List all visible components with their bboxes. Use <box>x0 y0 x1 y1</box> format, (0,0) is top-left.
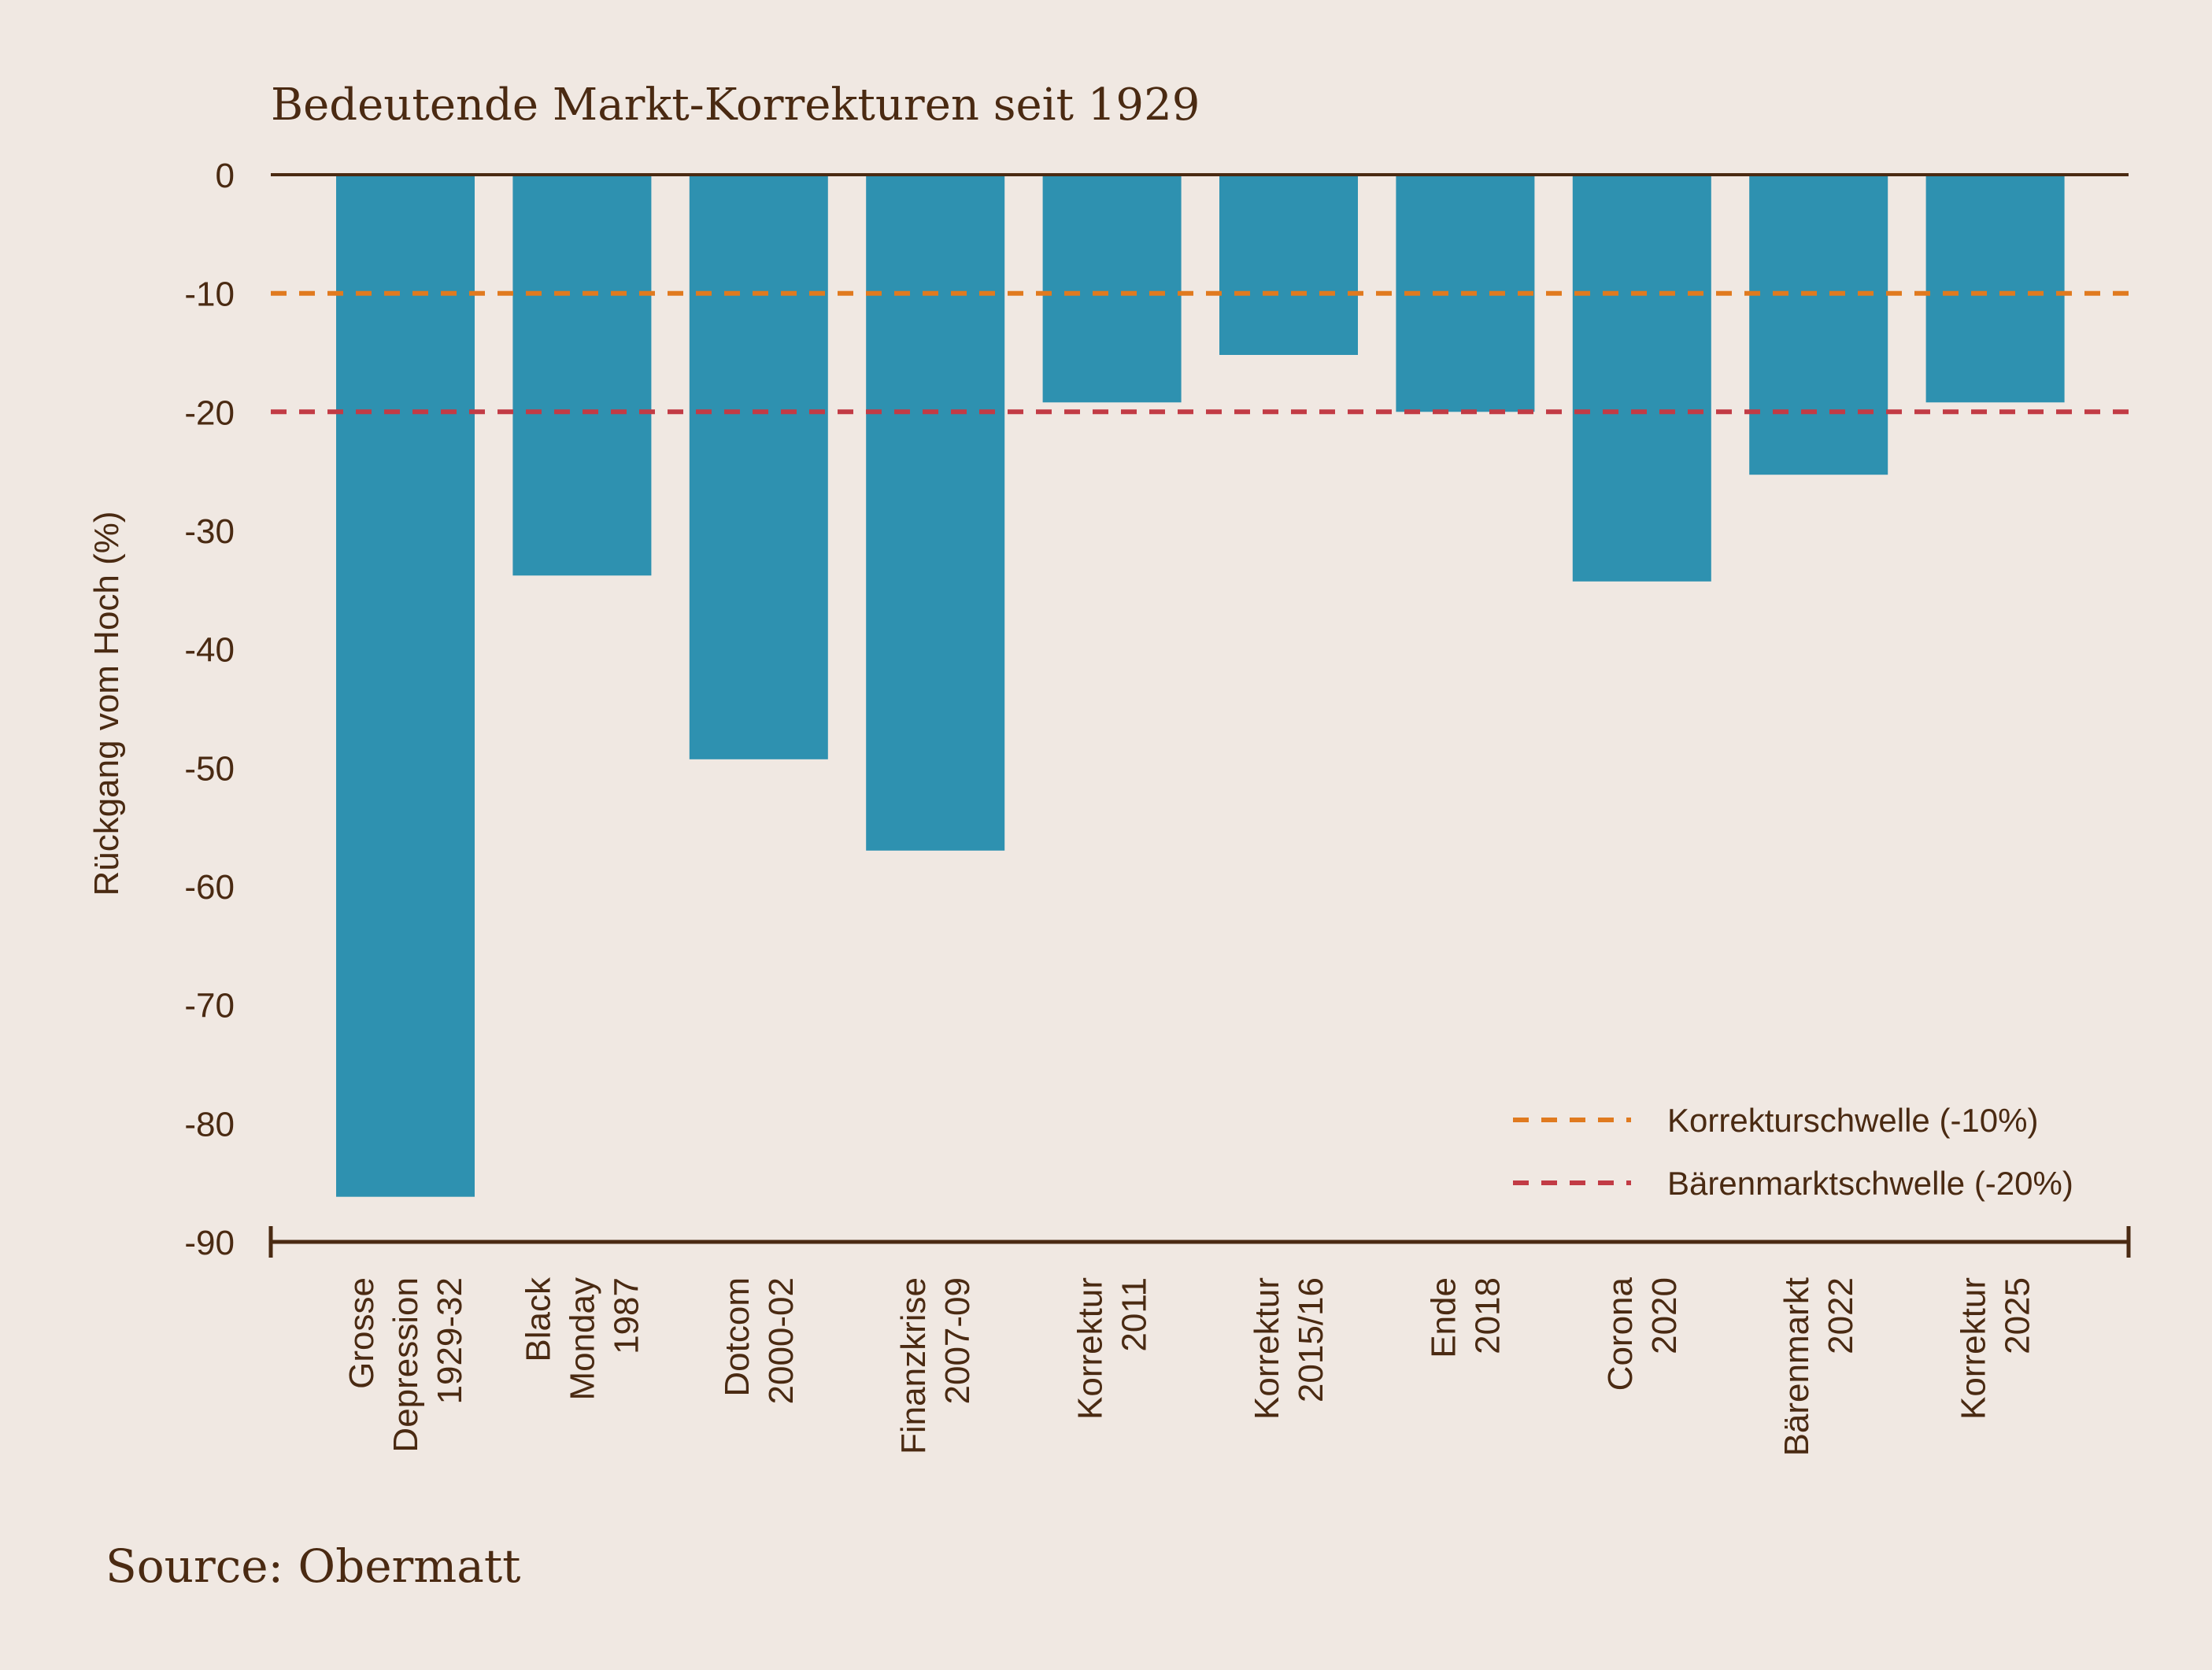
y-tick-label: -20 <box>184 393 235 432</box>
legend-label-2: Bärenmarktschwelle (-20%) <box>1667 1165 2073 1202</box>
y-tick-label: -50 <box>184 749 235 788</box>
x-tick-label: 2007-09 <box>938 1277 977 1404</box>
x-tick-label: 2022 <box>1822 1277 1860 1354</box>
x-tick-label: 2020 <box>1645 1277 1684 1354</box>
x-tick-label: Korrektur <box>1071 1277 1110 1420</box>
y-tick-label: -30 <box>184 512 235 551</box>
x-tick-label: Korrektur <box>1955 1277 1993 1420</box>
bar-4 <box>866 175 1005 851</box>
x-tick-label: Bärenmarkt <box>1777 1277 1816 1456</box>
y-tick-label: -90 <box>184 1224 235 1262</box>
x-tick-label: Depression <box>387 1277 425 1453</box>
y-tick-label: -80 <box>184 1105 235 1144</box>
x-tick-label: Finanzkrise <box>894 1277 933 1454</box>
bar-8 <box>1572 175 1711 582</box>
bar-3 <box>689 175 828 759</box>
bar-2 <box>512 175 652 576</box>
bar-10 <box>1925 175 2065 403</box>
y-tick-label: -10 <box>184 275 235 314</box>
x-tick-label: 2018 <box>1468 1277 1507 1354</box>
legend: Korrekturschwelle (-10%) Bärenmarktschwel… <box>1513 1102 2073 1202</box>
x-tick-label: 1987 <box>607 1277 645 1354</box>
y-tick-label: -60 <box>184 868 235 907</box>
x-tick-label: Dotcom <box>718 1277 756 1397</box>
x-tick-label: 2015/16 <box>1292 1277 1330 1402</box>
chart-title: Bedeutende Markt-Korrekturen seit 1929 <box>271 79 1200 131</box>
x-tick-label: 2025 <box>1999 1277 2037 1354</box>
x-tick-label: 2011 <box>1115 1277 1154 1352</box>
y-axis-label: Rückgang vom Hoch (%) <box>87 511 126 896</box>
bar-6 <box>1219 175 1358 355</box>
bar-1 <box>336 175 475 1197</box>
bar-5 <box>1042 175 1182 403</box>
x-tick-labels: Grosse Depression 1929-32 Black Monday 1987 Do… <box>342 1277 2037 1456</box>
x-tick-label: 2000-02 <box>762 1277 801 1404</box>
bar-9 <box>1749 175 1888 475</box>
legend-label-1: Korrekturschwelle (-10%) <box>1667 1102 2038 1139</box>
bars-group <box>336 175 2065 1197</box>
x-tick-label: 1929-32 <box>431 1277 469 1404</box>
y-tick-label: -70 <box>184 987 235 1025</box>
y-tick-label: 0 <box>216 157 235 195</box>
axes <box>268 173 2131 1258</box>
y-tick-labels: 0 -10 -20 -30 -40 -50 -60 -70 -80 -90 <box>184 157 235 1262</box>
x-tick-label: Grosse <box>342 1277 381 1389</box>
source-note: Source: Obermatt <box>105 1539 520 1593</box>
x-tick-label: Corona <box>1601 1277 1640 1391</box>
x-tick-label: Ende <box>1424 1277 1463 1358</box>
x-tick-label: Monday <box>563 1277 601 1401</box>
y-tick-label: -40 <box>184 631 235 670</box>
x-tick-label: Black <box>519 1277 557 1362</box>
x-tick-label: Korrektur <box>1248 1277 1286 1420</box>
